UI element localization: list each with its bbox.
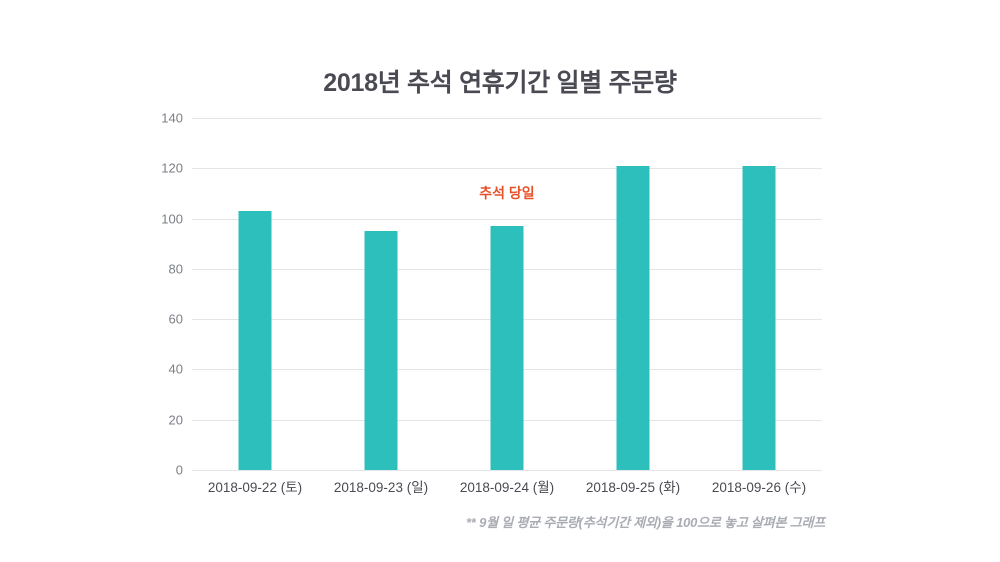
y-axis-tick-label: 120 (161, 160, 183, 176)
bar-slot: 2018-09-22 (토) (192, 118, 318, 494)
x-axis-tick-label: 2018-09-22 (토) (207, 480, 303, 495)
gridline (192, 168, 822, 170)
bar[interactable] (490, 226, 524, 470)
x-axis-tick-label: 2018-09-24 (월) (459, 480, 555, 495)
chart-annotation-label: 추석 당일 (479, 185, 535, 202)
plot-area: 0 20 40 60 80 100 120 140 2018-09-22 (토) 2018-09… (161, 112, 822, 494)
bars-group: 2018-09-22 (토) 2018-09-23 (일) 2018-09-24 (… (192, 118, 822, 494)
y-axis-tick-label: 60 (168, 311, 183, 327)
bar[interactable] (364, 231, 398, 470)
bar-slot: 2018-09-26 (수) (696, 118, 822, 494)
x-axis-tick-label: 2018-09-23 (일) (333, 480, 429, 495)
y-axis-tick-label: 0 (175, 462, 183, 478)
y-axis-tick-label: 80 (168, 261, 183, 277)
axis-baseline (192, 470, 822, 471)
y-axis-tick-label: 140 (161, 110, 183, 126)
bar[interactable] (238, 211, 272, 470)
bar[interactable] (616, 165, 650, 470)
bar-slot: 2018-09-23 (일) (318, 118, 444, 494)
chart-footnote: ** 9월 일 평균 주문량(추석기간 제외)을 100으로 놓고 살펴본 그래… (465, 515, 825, 530)
x-axis-tick-label: 2018-09-25 (화) (585, 480, 681, 495)
y-axis-tick-label: 40 (168, 361, 183, 377)
y-axis-tick-label: 20 (168, 412, 183, 428)
gridline (192, 218, 822, 220)
chart-title: 2018년 추석 연휴기간 일별 주문량 (323, 69, 677, 97)
gridline (192, 118, 822, 119)
bar-slot: 2018-09-24 (월) (444, 118, 570, 494)
y-axis-tick-label: 100 (161, 211, 183, 227)
x-axis-tick-label: 2018-09-26 (수) (711, 480, 807, 495)
bar[interactable] (742, 165, 776, 470)
bar-slot: 2018-09-25 (화) (570, 118, 696, 494)
